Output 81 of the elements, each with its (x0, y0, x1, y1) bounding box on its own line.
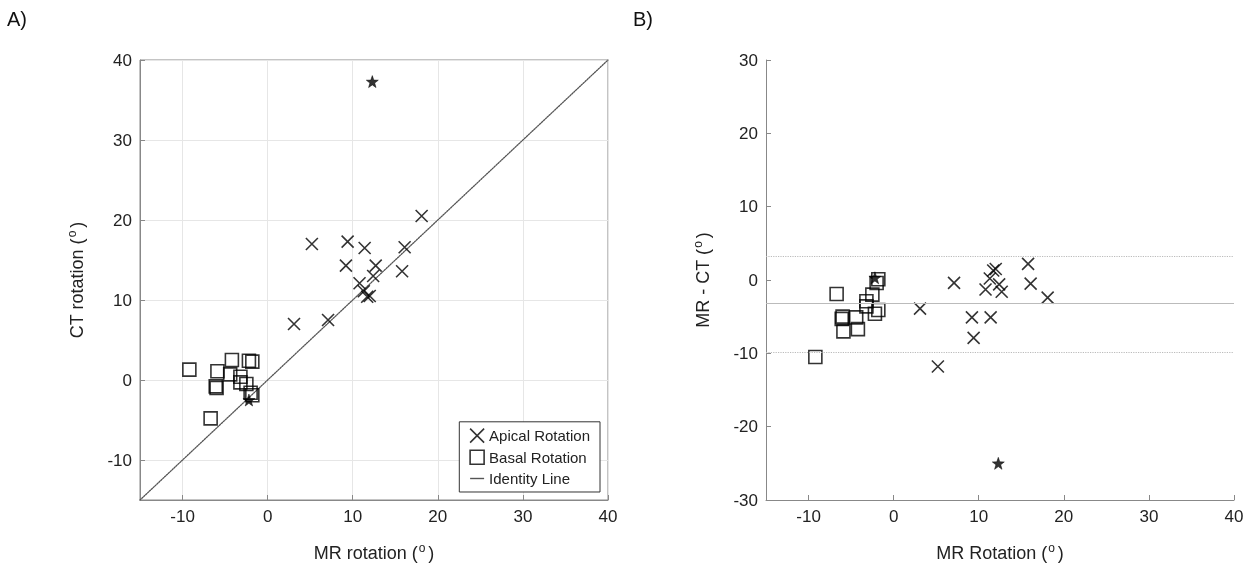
y-tick-label: -10 (733, 343, 758, 363)
y-tick-label: 40 (113, 50, 132, 70)
point (869, 275, 884, 291)
y-tick-label: -30 (733, 490, 758, 510)
point (859, 299, 874, 314)
point (850, 321, 866, 337)
x-tick-label: 40 (1224, 507, 1244, 526)
x-tick-label: -10 (170, 507, 195, 526)
point (210, 363, 225, 379)
point (241, 353, 257, 369)
point (245, 354, 260, 369)
point (414, 209, 429, 223)
point (339, 258, 353, 273)
chart-title: B) (633, 8, 653, 30)
point (352, 276, 367, 290)
x-tick-label: 20 (428, 507, 448, 526)
x-tick-label: 10 (343, 507, 363, 526)
y-axis-title: MR - CT (o) (691, 232, 713, 328)
y-tick-label: 20 (739, 123, 758, 143)
point (1021, 257, 1035, 271)
point (867, 306, 883, 322)
x-tick-label: 40 (598, 507, 618, 526)
point (965, 310, 979, 325)
y-tick-label: 30 (739, 50, 758, 70)
point (848, 310, 864, 325)
point (321, 313, 335, 327)
point (233, 375, 248, 390)
point (829, 286, 844, 302)
point (1023, 276, 1038, 291)
y-tick-label: 0 (122, 370, 132, 390)
y-tick-label: -10 (107, 450, 132, 470)
point (913, 301, 927, 316)
y-tick-label: 0 (748, 270, 758, 290)
point (224, 352, 240, 368)
point (871, 271, 886, 287)
y-tick-label: 10 (739, 197, 758, 217)
point (1040, 290, 1055, 305)
x-tick-label: -10 (796, 507, 821, 526)
point (836, 324, 851, 339)
x-tick-label: 30 (1139, 507, 1159, 526)
y-tick-label: -20 (733, 417, 758, 437)
point (239, 376, 254, 392)
point (947, 276, 961, 290)
point (994, 284, 1009, 299)
point (357, 241, 372, 255)
point (233, 369, 248, 385)
point (287, 317, 301, 331)
chart-title: A) (7, 8, 27, 30)
y-tick-label: 20 (113, 210, 132, 230)
y-axis-title: CT rotation (o) (65, 221, 87, 339)
point (182, 362, 197, 377)
point (868, 271, 882, 285)
legend-label: Basal Rotation (489, 448, 587, 466)
y-tick-label: 10 (113, 290, 132, 310)
x-tick-label: 30 (513, 507, 533, 526)
point (305, 237, 319, 251)
point (203, 411, 218, 426)
point (242, 393, 256, 407)
x-tick-label: 0 (262, 507, 273, 526)
point (340, 234, 355, 249)
point (931, 359, 945, 374)
point (222, 367, 238, 382)
legend-label: Apical Rotation (489, 427, 591, 445)
point (983, 310, 998, 325)
y-tick-label: 30 (113, 130, 132, 150)
point (982, 271, 997, 286)
point (859, 293, 874, 309)
legend-label: Identity Line (489, 470, 570, 487)
x-tick-label: 10 (969, 507, 989, 526)
point (366, 75, 379, 88)
point (978, 282, 993, 297)
point (992, 457, 1005, 470)
point (966, 331, 981, 345)
point (397, 240, 412, 254)
x-tick-label: 20 (1054, 507, 1074, 526)
point (356, 284, 371, 298)
x-tick-label: 0 (888, 507, 899, 526)
point (395, 264, 409, 278)
point (992, 277, 1006, 292)
point (808, 349, 823, 365)
point (865, 287, 880, 302)
